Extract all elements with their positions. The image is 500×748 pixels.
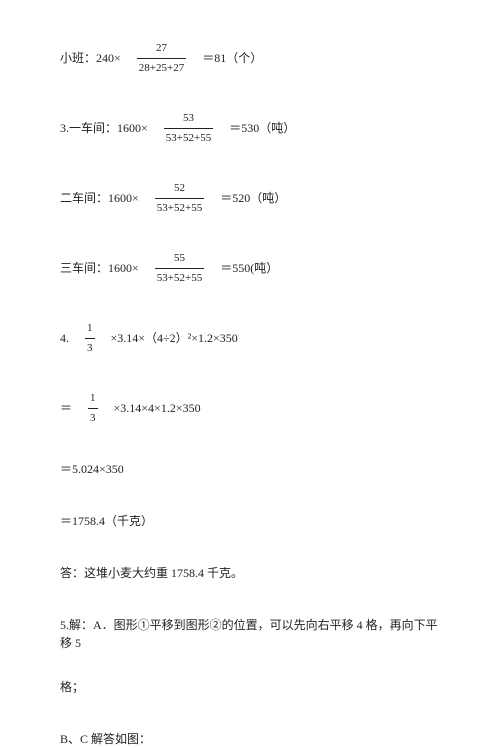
line-problem5-a: 5.解：A．图形①平移到图形②的位置，可以先向右平移 4 格，再向下平移 5 bbox=[60, 616, 440, 652]
fraction: 1 3 bbox=[85, 320, 95, 356]
line-answer: 答：这堆小麦大约重 1758.4 千克。 bbox=[60, 564, 440, 582]
text-prefix: 二车间：1600× bbox=[60, 189, 139, 207]
text-prefix: 三车间：1600× bbox=[60, 259, 139, 277]
text: ＝5.024×350 bbox=[60, 460, 124, 478]
denominator: 53+52+55 bbox=[155, 268, 204, 287]
denominator: 53+52+55 bbox=[164, 128, 213, 147]
text-suffix: ＝520（吨） bbox=[220, 189, 286, 207]
text: 格； bbox=[60, 678, 84, 696]
denominator: 28+25+27 bbox=[137, 58, 186, 77]
fraction: 52 53+52+55 bbox=[155, 180, 204, 216]
text-suffix: ×3.14×4×1.2×350 bbox=[114, 399, 201, 417]
text: ＝1758.4（千克） bbox=[60, 512, 153, 530]
text-prefix: 3.一车间：1600× bbox=[60, 119, 148, 137]
fraction: 55 53+52+55 bbox=[155, 250, 204, 286]
line-problem4-2: ＝ 1 3 ×3.14×4×1.2×350 bbox=[60, 390, 440, 426]
numerator: 55 bbox=[172, 250, 187, 268]
text-prefix: 4. bbox=[60, 329, 69, 347]
text: 答：这堆小麦大约重 1758.4 千克。 bbox=[60, 564, 243, 582]
line-result-1: ＝5.024×350 bbox=[60, 460, 440, 478]
denominator: 3 bbox=[85, 338, 95, 357]
denominator: 53+52+55 bbox=[155, 198, 204, 217]
numerator: 53 bbox=[181, 110, 196, 128]
text: 5.解：A．图形①平移到图形②的位置，可以先向右平移 4 格，再向下平移 5 bbox=[60, 616, 440, 652]
text: B、C 解答如图： bbox=[60, 730, 151, 748]
text-prefix: ＝ bbox=[60, 399, 72, 417]
text-prefix: 小班：240× bbox=[60, 49, 121, 67]
fraction: 1 3 bbox=[88, 390, 98, 426]
line-problem5-a2: 格； bbox=[60, 678, 440, 696]
line-problem4-1: 4. 1 3 ×3.14×（4÷2）²×1.2×350 bbox=[60, 320, 440, 356]
numerator: 52 bbox=[172, 180, 187, 198]
numerator: 1 bbox=[85, 320, 95, 338]
numerator: 1 bbox=[88, 390, 98, 408]
text-suffix: ＝550(吨） bbox=[220, 259, 278, 277]
denominator: 3 bbox=[88, 408, 98, 427]
line-workshop-3: 三车间：1600× 55 53+52+55 ＝550(吨） bbox=[60, 250, 440, 286]
fraction: 53 53+52+55 bbox=[164, 110, 213, 146]
fraction: 27 28+25+27 bbox=[137, 40, 186, 76]
text-suffix: ×3.14×（4÷2）²×1.2×350 bbox=[111, 329, 238, 347]
line-result-2: ＝1758.4（千克） bbox=[60, 512, 440, 530]
text-suffix: ＝530（吨） bbox=[229, 119, 295, 137]
numerator: 27 bbox=[154, 40, 169, 58]
line-workshop-1: 3.一车间：1600× 53 53+52+55 ＝530（吨） bbox=[60, 110, 440, 146]
line-problem5-bc: B、C 解答如图： bbox=[60, 730, 440, 748]
text-suffix: ＝81（个） bbox=[202, 49, 262, 67]
line-xiaoban: 小班：240× 27 28+25+27 ＝81（个） bbox=[60, 40, 440, 76]
line-workshop-2: 二车间：1600× 52 53+52+55 ＝520（吨） bbox=[60, 180, 440, 216]
